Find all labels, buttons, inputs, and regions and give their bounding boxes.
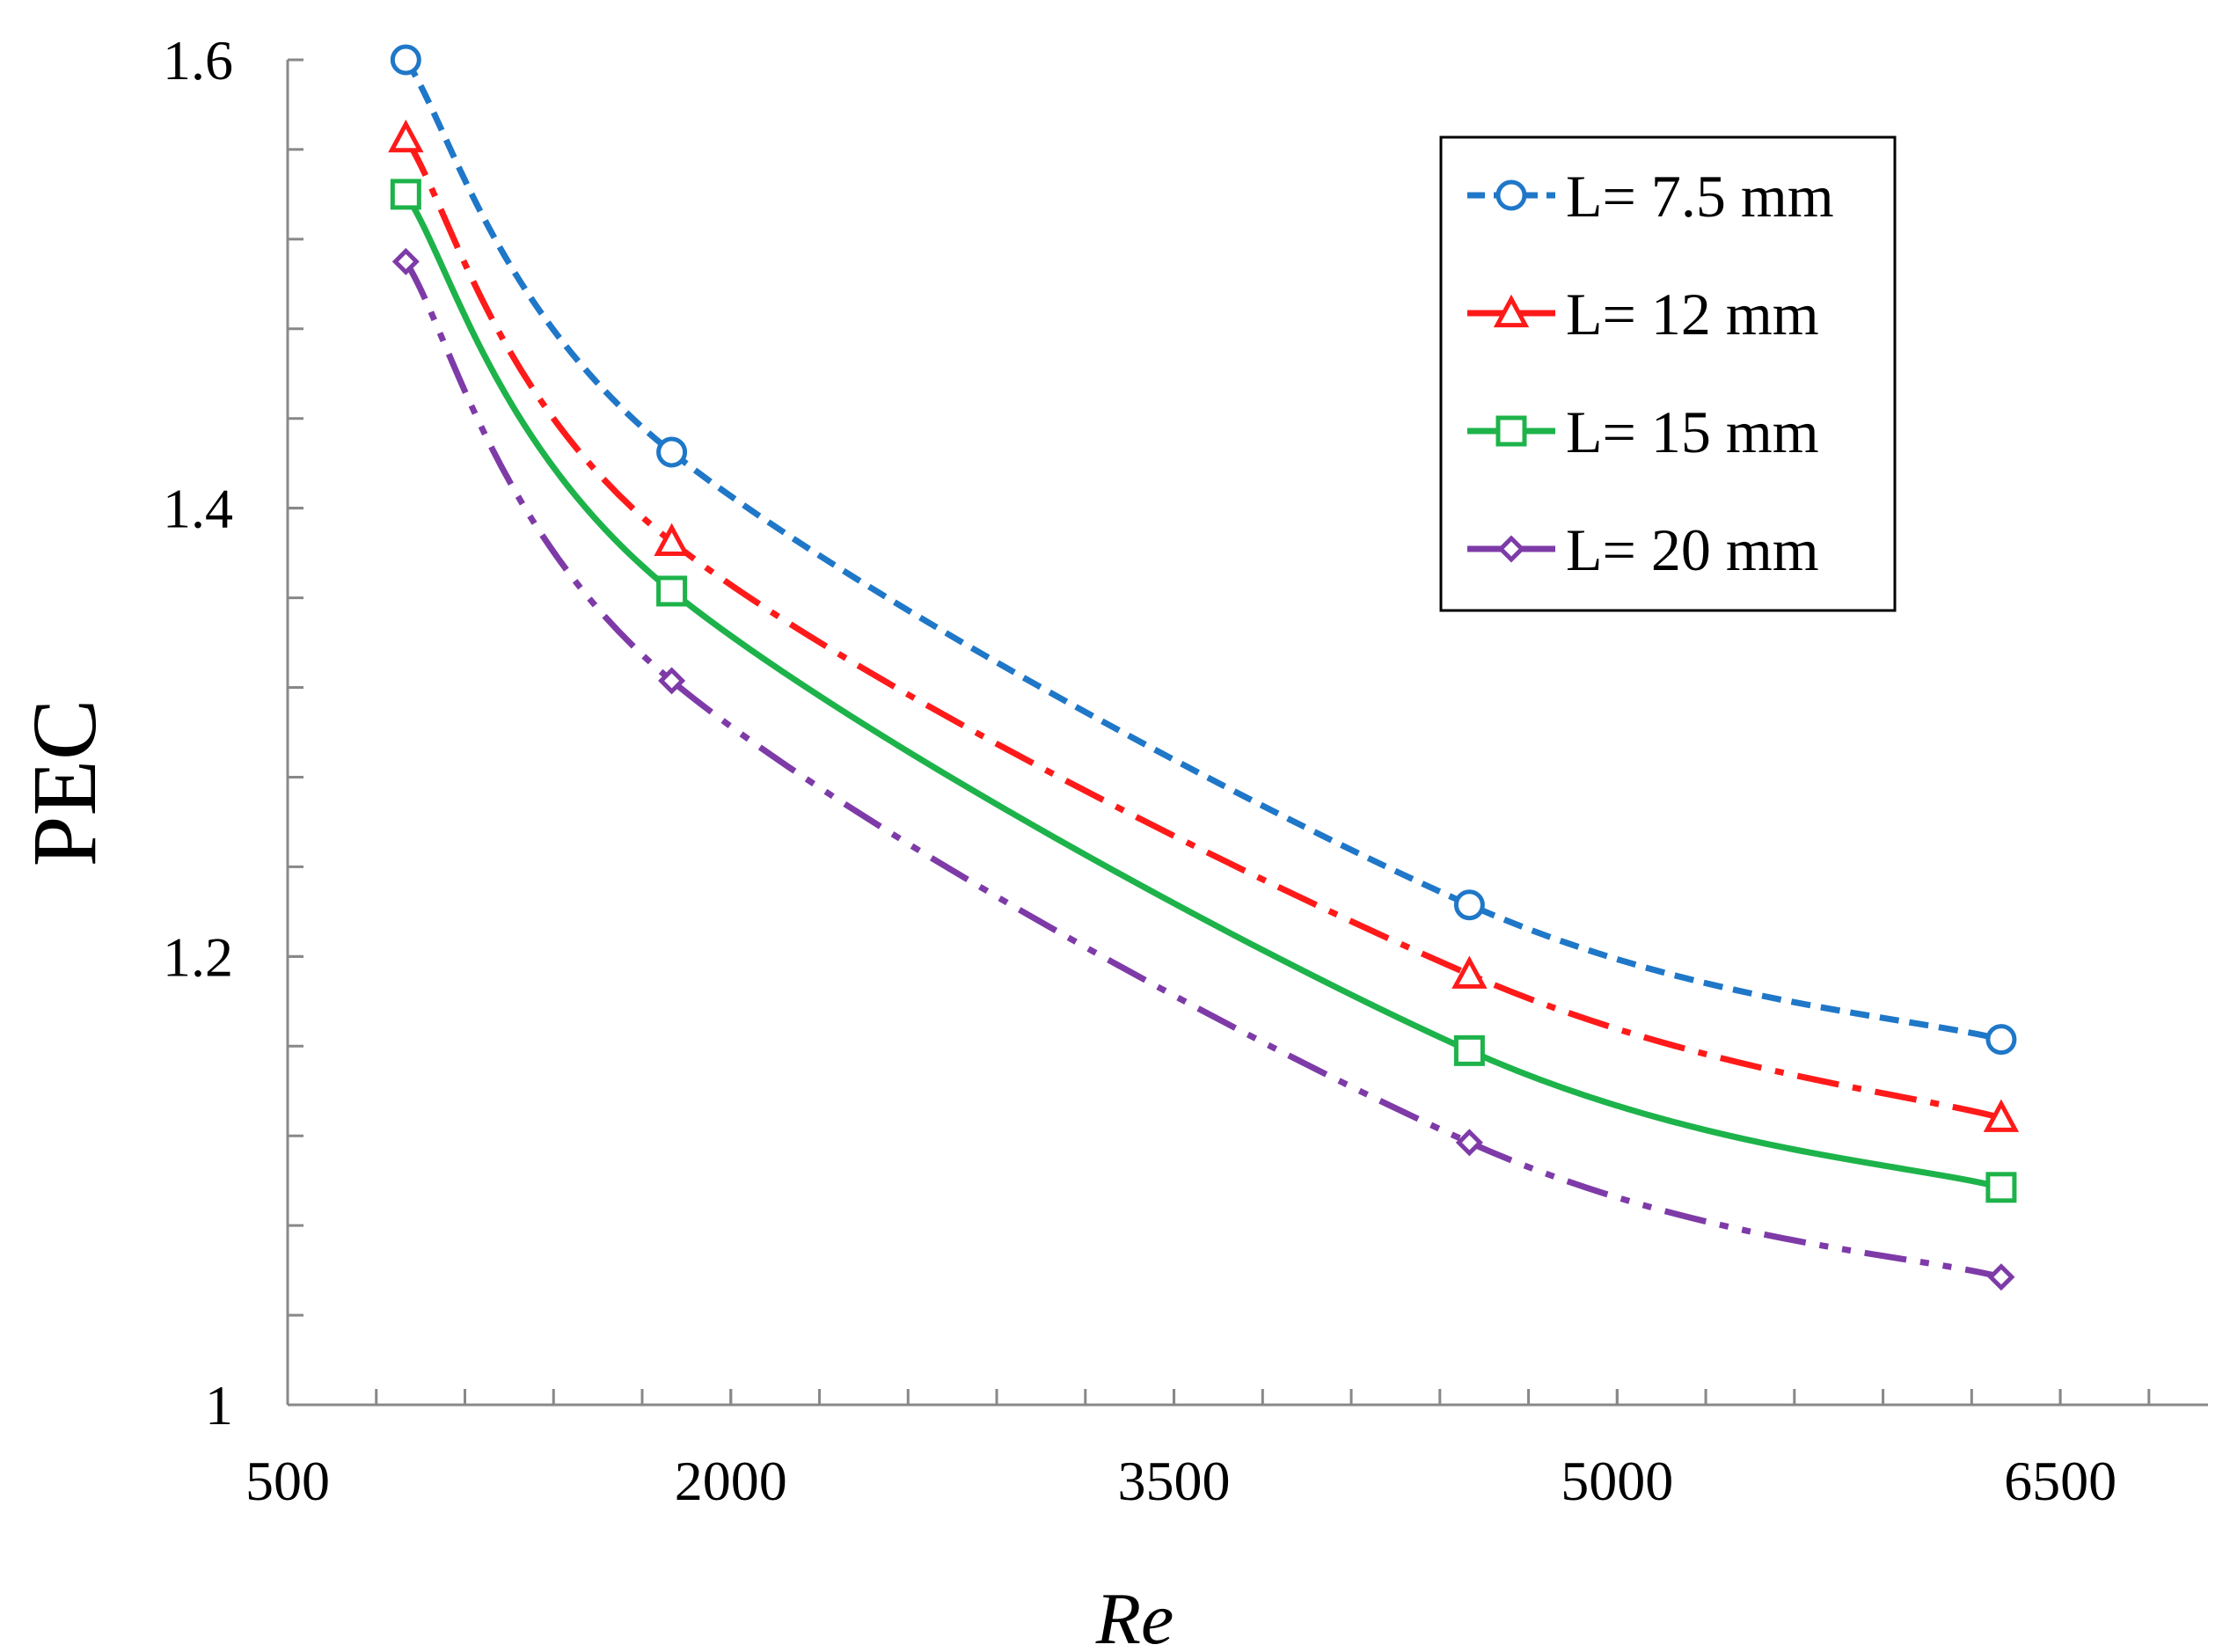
tick-labels: 500 2000 3500 5000 6500 1 1.2 1.4 1.6: [163, 29, 2117, 1512]
data-point-2: [654, 523, 690, 556]
y-tick-label: 1.2: [163, 925, 233, 988]
data-point-1: [390, 44, 421, 76]
series-line-1: [403, 58, 2002, 1042]
legend-label-2: L= 12 mm: [1566, 281, 1819, 347]
data-point-2: [1983, 1099, 2020, 1132]
y-tick-label: 1: [205, 1374, 233, 1436]
legend-label-1: L= 7.5 mm: [1566, 163, 1834, 230]
x-tick-label: 5000: [1561, 1450, 1673, 1512]
data-point-2: [1451, 955, 1488, 989]
legend-label-3: L= 15 mm: [1566, 398, 1819, 465]
x-tick-label: 2000: [675, 1450, 787, 1512]
data-point-1: [656, 436, 688, 468]
marker-layer: [388, 44, 2020, 1291]
series-line-2: [403, 136, 2002, 1122]
x-tick-label: 500: [245, 1450, 330, 1512]
legend-box: [1439, 135, 1897, 612]
series-line-3: [403, 192, 2002, 1191]
data-point-3: [1453, 1034, 1485, 1066]
legend: L= 7.5 mm L= 12 mm L= 15 mm L= 20 mm: [1439, 135, 1897, 612]
x-axis-title: Re: [1095, 1578, 1174, 1652]
data-point-4: [391, 247, 420, 275]
legend-marker-3: [1495, 415, 1527, 447]
data-point-2: [388, 119, 424, 153]
data-point-4: [1987, 1263, 2015, 1291]
data-point-4: [1455, 1129, 1483, 1157]
data-point-1: [1985, 1024, 2017, 1056]
data-point-1: [1453, 889, 1485, 921]
data-point-3: [1985, 1172, 2017, 1203]
legend-marker-1: [1495, 179, 1527, 211]
data-point-4: [658, 667, 686, 695]
series-layer: [403, 58, 2002, 1281]
y-tick-label: 1.6: [163, 29, 233, 91]
data-point-3: [390, 179, 421, 210]
series-line-4: [403, 259, 2002, 1281]
y-axis-title: PEC: [14, 699, 115, 867]
y-tick-label: 1.4: [163, 478, 233, 540]
x-tick-label: 3500: [1118, 1450, 1231, 1512]
x-tick-label: 6500: [2004, 1450, 2117, 1512]
legend-label-4: L= 20 mm: [1566, 516, 1819, 583]
legend-marker-4: [1497, 535, 1525, 563]
axes-layer: [286, 58, 2208, 1407]
legend-marker-2: [1493, 294, 1530, 328]
data-point-3: [656, 575, 688, 607]
